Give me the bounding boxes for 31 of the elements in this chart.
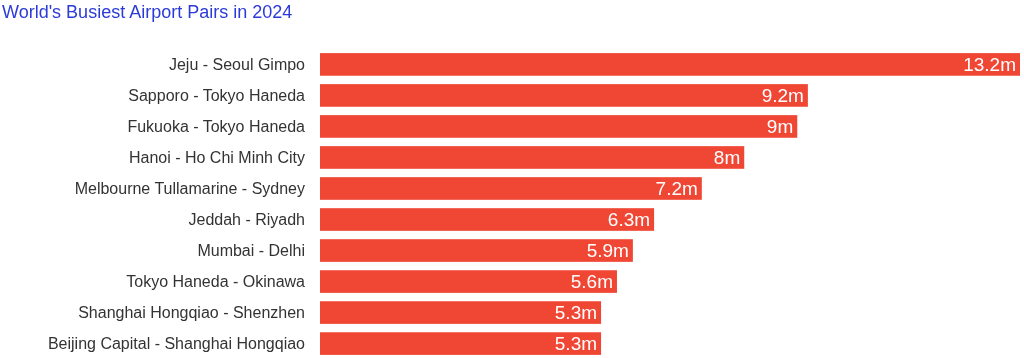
y-tick-label: Mumbai - Delhi [197, 242, 305, 260]
y-tick-label: Tokyo Haneda - Okinawa [126, 273, 306, 291]
bar [320, 146, 745, 169]
bar [320, 208, 655, 231]
y-tick-label: Beijing Capital - Shanghai Hongqiao [47, 335, 306, 353]
bar [320, 177, 702, 200]
bar [320, 332, 602, 355]
bar [320, 239, 633, 262]
data-label: 8m [713, 147, 741, 169]
data-label: 9m [766, 116, 794, 138]
data-label: 5.9m [586, 240, 629, 262]
bar [320, 301, 602, 324]
data-label: 5.3m [554, 302, 598, 324]
bar [320, 84, 808, 107]
bar [320, 270, 617, 293]
y-tick-label: Sapporo - Tokyo Haneda [128, 87, 306, 105]
data-label: 9.2m [761, 85, 804, 107]
bar [320, 53, 1020, 76]
data-label: 5.6m [570, 271, 613, 293]
data-label: 13.2m [963, 54, 1016, 76]
y-tick-label: Jeju - Seoul Gimpo [168, 56, 306, 74]
data-label: 6.3m [607, 209, 651, 231]
data-label: 7.2m [655, 178, 698, 200]
y-tick-label: Fukuoka - Tokyo Haneda [127, 118, 306, 136]
y-tick-label: Shanghai Hongqiao - Shenzhen [78, 304, 305, 322]
text: World's Busiest Airport Pairs in 2024 [2, 2, 293, 22]
y-tick-label: Jeddah - Riyadh [188, 211, 305, 229]
y-tick-label: Hanoi - Ho Chi Minh City [128, 149, 305, 167]
y-tick-label: Melbourne Tullamarine - Sydney [74, 180, 305, 198]
bar [320, 115, 798, 138]
data-label: 5.3m [554, 333, 598, 355]
